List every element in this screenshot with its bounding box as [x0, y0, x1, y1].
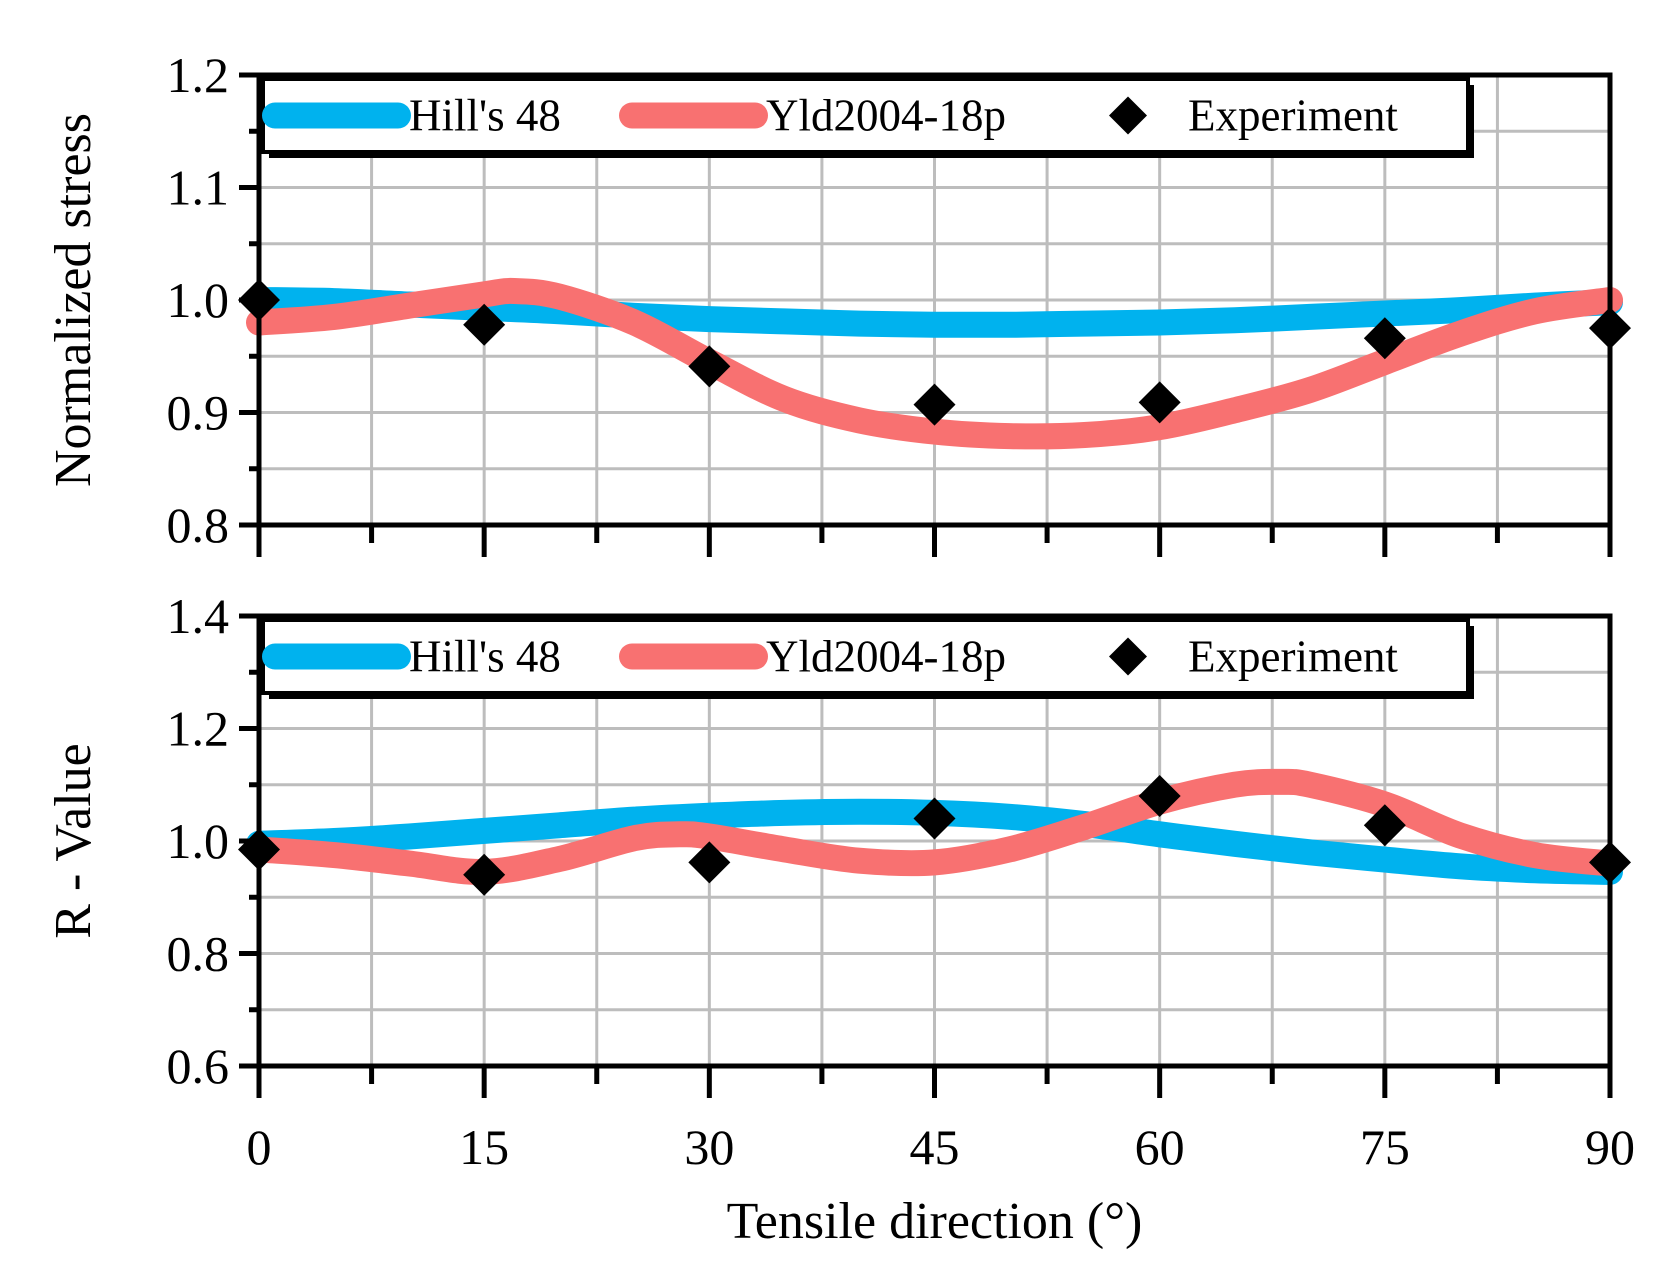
y-tick-label: 1.2: [167, 701, 230, 757]
x-tick-label: 60: [1135, 1119, 1185, 1175]
legend: Hill's 48 Yld2004-18p Experiment: [261, 618, 1474, 699]
series-line-yld2004-18p: [246, 277, 1623, 450]
legend: Hill's 48 Yld2004-18p Experiment: [261, 77, 1474, 158]
chart-panel-2: 0.6 0.8 1.0 1.2 1.4 0 15 30 45 60 75 90 R - Value Ten…: [45, 588, 1635, 1250]
experiment-point: [463, 303, 506, 346]
y-axis-title: Normalized stress: [45, 113, 102, 487]
y-tick-label: 1.1: [167, 160, 230, 216]
y-axis-title: R - Value: [45, 743, 102, 938]
legend-label-yld2004-18p: Yld2004-18p: [766, 91, 1006, 141]
experiment-point: [688, 345, 731, 388]
x-tick-label: 75: [1360, 1119, 1410, 1175]
y-tick-label: 1.0: [167, 272, 230, 328]
legend-swatch-experiment: [1109, 637, 1147, 676]
y-tick-label: 0.9: [167, 385, 230, 441]
x-tick-label: 30: [684, 1119, 734, 1175]
experiment-point: [913, 383, 956, 426]
legend-label-yld2004-18p: Yld2004-18p: [766, 632, 1006, 682]
experiment-point: [688, 841, 731, 884]
experiment-point: [1138, 775, 1181, 817]
x-tick-label: 0: [247, 1119, 272, 1175]
y-tick-label: 1.2: [167, 47, 230, 103]
experiment-point: [913, 797, 956, 840]
y-tick-label: 1.0: [167, 813, 230, 869]
x-tick-label: 90: [1585, 1119, 1635, 1175]
legend-box: [261, 618, 1470, 695]
legend-swatch-experiment: [1109, 96, 1147, 135]
x-axis-title: Tensile direction (°): [727, 1193, 1143, 1250]
legend-label-hill-s-48: Hill's 48: [409, 632, 561, 682]
x-tick-label: 45: [910, 1119, 960, 1175]
chart-panel-1: 0.8 0.9 1.0 1.1 1.2 Normalized stress Hill's 4…: [45, 47, 1631, 557]
legend-label-hill-s-48: Hill's 48: [409, 91, 561, 141]
y-tick-label: 0.8: [167, 497, 230, 553]
y-tick-label: 1.4: [167, 588, 230, 644]
legend-box: [261, 77, 1470, 154]
experiment-point: [1363, 317, 1406, 360]
y-tick-label: 0.8: [167, 926, 230, 982]
experiment-point: [463, 853, 506, 896]
legend-label-experiment: Experiment: [1188, 632, 1398, 682]
series-line-yld2004-18p: [246, 768, 1623, 885]
experiment-point: [1363, 804, 1406, 847]
experiment-point: [1138, 381, 1181, 424]
y-tick-label: 0.6: [167, 1038, 230, 1094]
x-tick-label: 15: [459, 1119, 509, 1175]
legend-label-experiment: Experiment: [1188, 91, 1398, 141]
